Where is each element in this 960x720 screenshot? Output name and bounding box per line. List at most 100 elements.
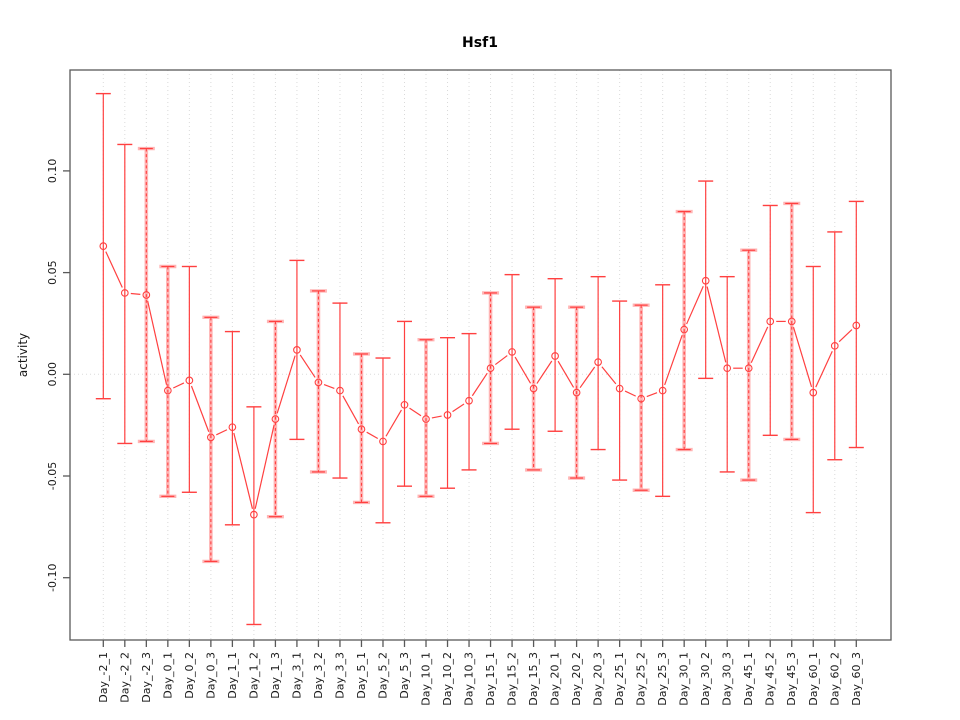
series-segment — [452, 403, 465, 413]
x-tick-label: Day_10_1 — [420, 652, 433, 706]
series-segment — [366, 431, 379, 439]
data-point — [615, 384, 624, 393]
data-point — [680, 325, 689, 334]
series-segment — [342, 395, 360, 425]
series-segment — [130, 292, 141, 296]
plot-area: 0.10 0.05 0.00 -0.05 -0.10 Day_-2_1 Day_-2_2 Da… — [46, 69, 892, 706]
series-segment — [431, 415, 442, 419]
x-tick-label: Day_20_3 — [592, 652, 605, 706]
series-segment — [409, 407, 422, 417]
x-tick-label: Day_3_2 — [312, 652, 325, 699]
data-point — [830, 341, 839, 350]
x-tick-label: Day_45_1 — [742, 652, 755, 706]
data-point — [701, 276, 710, 285]
series-segment — [514, 356, 532, 384]
x-tick-label: Day_20_2 — [570, 652, 583, 706]
data-point — [400, 400, 409, 409]
data-point — [594, 358, 602, 366]
x-tick-label: Day_3_3 — [333, 652, 346, 699]
data-point — [207, 433, 215, 442]
data-point — [357, 425, 366, 434]
series-segment — [233, 432, 254, 509]
data-point — [120, 289, 129, 297]
x-tick-label: Day_0_3 — [204, 652, 217, 699]
x-tick-label: Day_15_1 — [484, 652, 497, 706]
series-segment — [471, 372, 488, 397]
x-tick-label: Day_-2_1 — [97, 652, 110, 703]
x-tick-label: Day_-2_2 — [118, 652, 131, 703]
series-segment — [323, 383, 335, 390]
x-tick-label: Day_30_1 — [678, 652, 691, 706]
data-point — [293, 346, 301, 354]
x-tick-label: Day_30_2 — [699, 652, 712, 706]
x-tick-label: Day_5_2 — [376, 652, 389, 699]
plot-frame — [69, 69, 892, 641]
x-tick-label: Day_45_3 — [785, 652, 798, 706]
data-point — [250, 510, 258, 519]
x-tick-label: Day_25_2 — [635, 652, 648, 706]
y-axis-label: activity — [16, 333, 30, 377]
series-segment — [536, 360, 553, 384]
series-segment — [646, 392, 658, 398]
x-tick-label: Day_5_3 — [398, 652, 411, 699]
x-tick-label: Day_60_2 — [828, 652, 841, 706]
data-point — [529, 384, 538, 393]
series-segment — [601, 366, 617, 385]
series-segment — [299, 354, 316, 378]
x-tick-label: Day_25_3 — [656, 652, 669, 706]
data-point — [572, 388, 581, 397]
data-point — [787, 317, 796, 326]
data-point — [314, 378, 323, 387]
series-segment — [838, 329, 853, 343]
x-tick-label: Day_60_3 — [850, 652, 863, 706]
series-segment — [147, 300, 168, 385]
series-segment — [686, 285, 704, 325]
data-point — [551, 352, 559, 360]
series-segment — [254, 424, 275, 509]
data-point — [852, 321, 861, 330]
data-point — [486, 364, 495, 373]
x-tick-label: Day_10_2 — [441, 652, 454, 706]
y-tick-label: 0.05 — [46, 260, 59, 285]
series-segment — [173, 382, 185, 389]
data-point — [465, 396, 473, 405]
x-tick-label: Day_25_1 — [613, 652, 626, 706]
data-point — [637, 394, 646, 403]
data-point — [336, 386, 344, 395]
x-tick-label: Day_45_2 — [764, 652, 777, 706]
data-point — [809, 388, 818, 397]
data-point — [271, 415, 280, 423]
x-tick-label: Day_-2_3 — [140, 652, 153, 703]
data-point — [163, 386, 172, 395]
data-point — [99, 242, 108, 251]
series-segment — [792, 326, 813, 388]
series-segment — [385, 409, 402, 437]
series-segment — [579, 366, 596, 389]
series-segment — [216, 429, 228, 436]
series-segment — [494, 355, 508, 366]
series-segment — [105, 251, 123, 288]
y-tick-label: -0.10 — [46, 563, 59, 591]
x-tick-label: Day_0_1 — [161, 652, 174, 699]
x-tick-label: Day_1_2 — [247, 652, 260, 699]
x-tick-label: Day_15_3 — [527, 652, 540, 706]
x-tick-label: Day_1_1 — [226, 652, 239, 699]
x-tick-label: Day_0_2 — [183, 652, 196, 699]
y-tick-label: -0.05 — [46, 462, 59, 490]
x-tick-label: Day_3_1 — [290, 652, 303, 699]
series-segment — [750, 326, 769, 363]
x-tick-label: Day_15_2 — [506, 652, 519, 706]
x-tick-label: Day_10_3 — [463, 652, 476, 706]
series-segment — [557, 360, 575, 388]
data-point — [422, 415, 430, 423]
series-segment — [624, 390, 636, 397]
series-segment — [190, 385, 210, 432]
data-point — [379, 437, 387, 446]
series-segment — [276, 355, 296, 414]
data-point — [142, 291, 151, 299]
data-point — [766, 317, 775, 326]
chart-title: Hsf1 — [462, 35, 498, 51]
x-tick-label: Day_1_3 — [269, 652, 282, 699]
